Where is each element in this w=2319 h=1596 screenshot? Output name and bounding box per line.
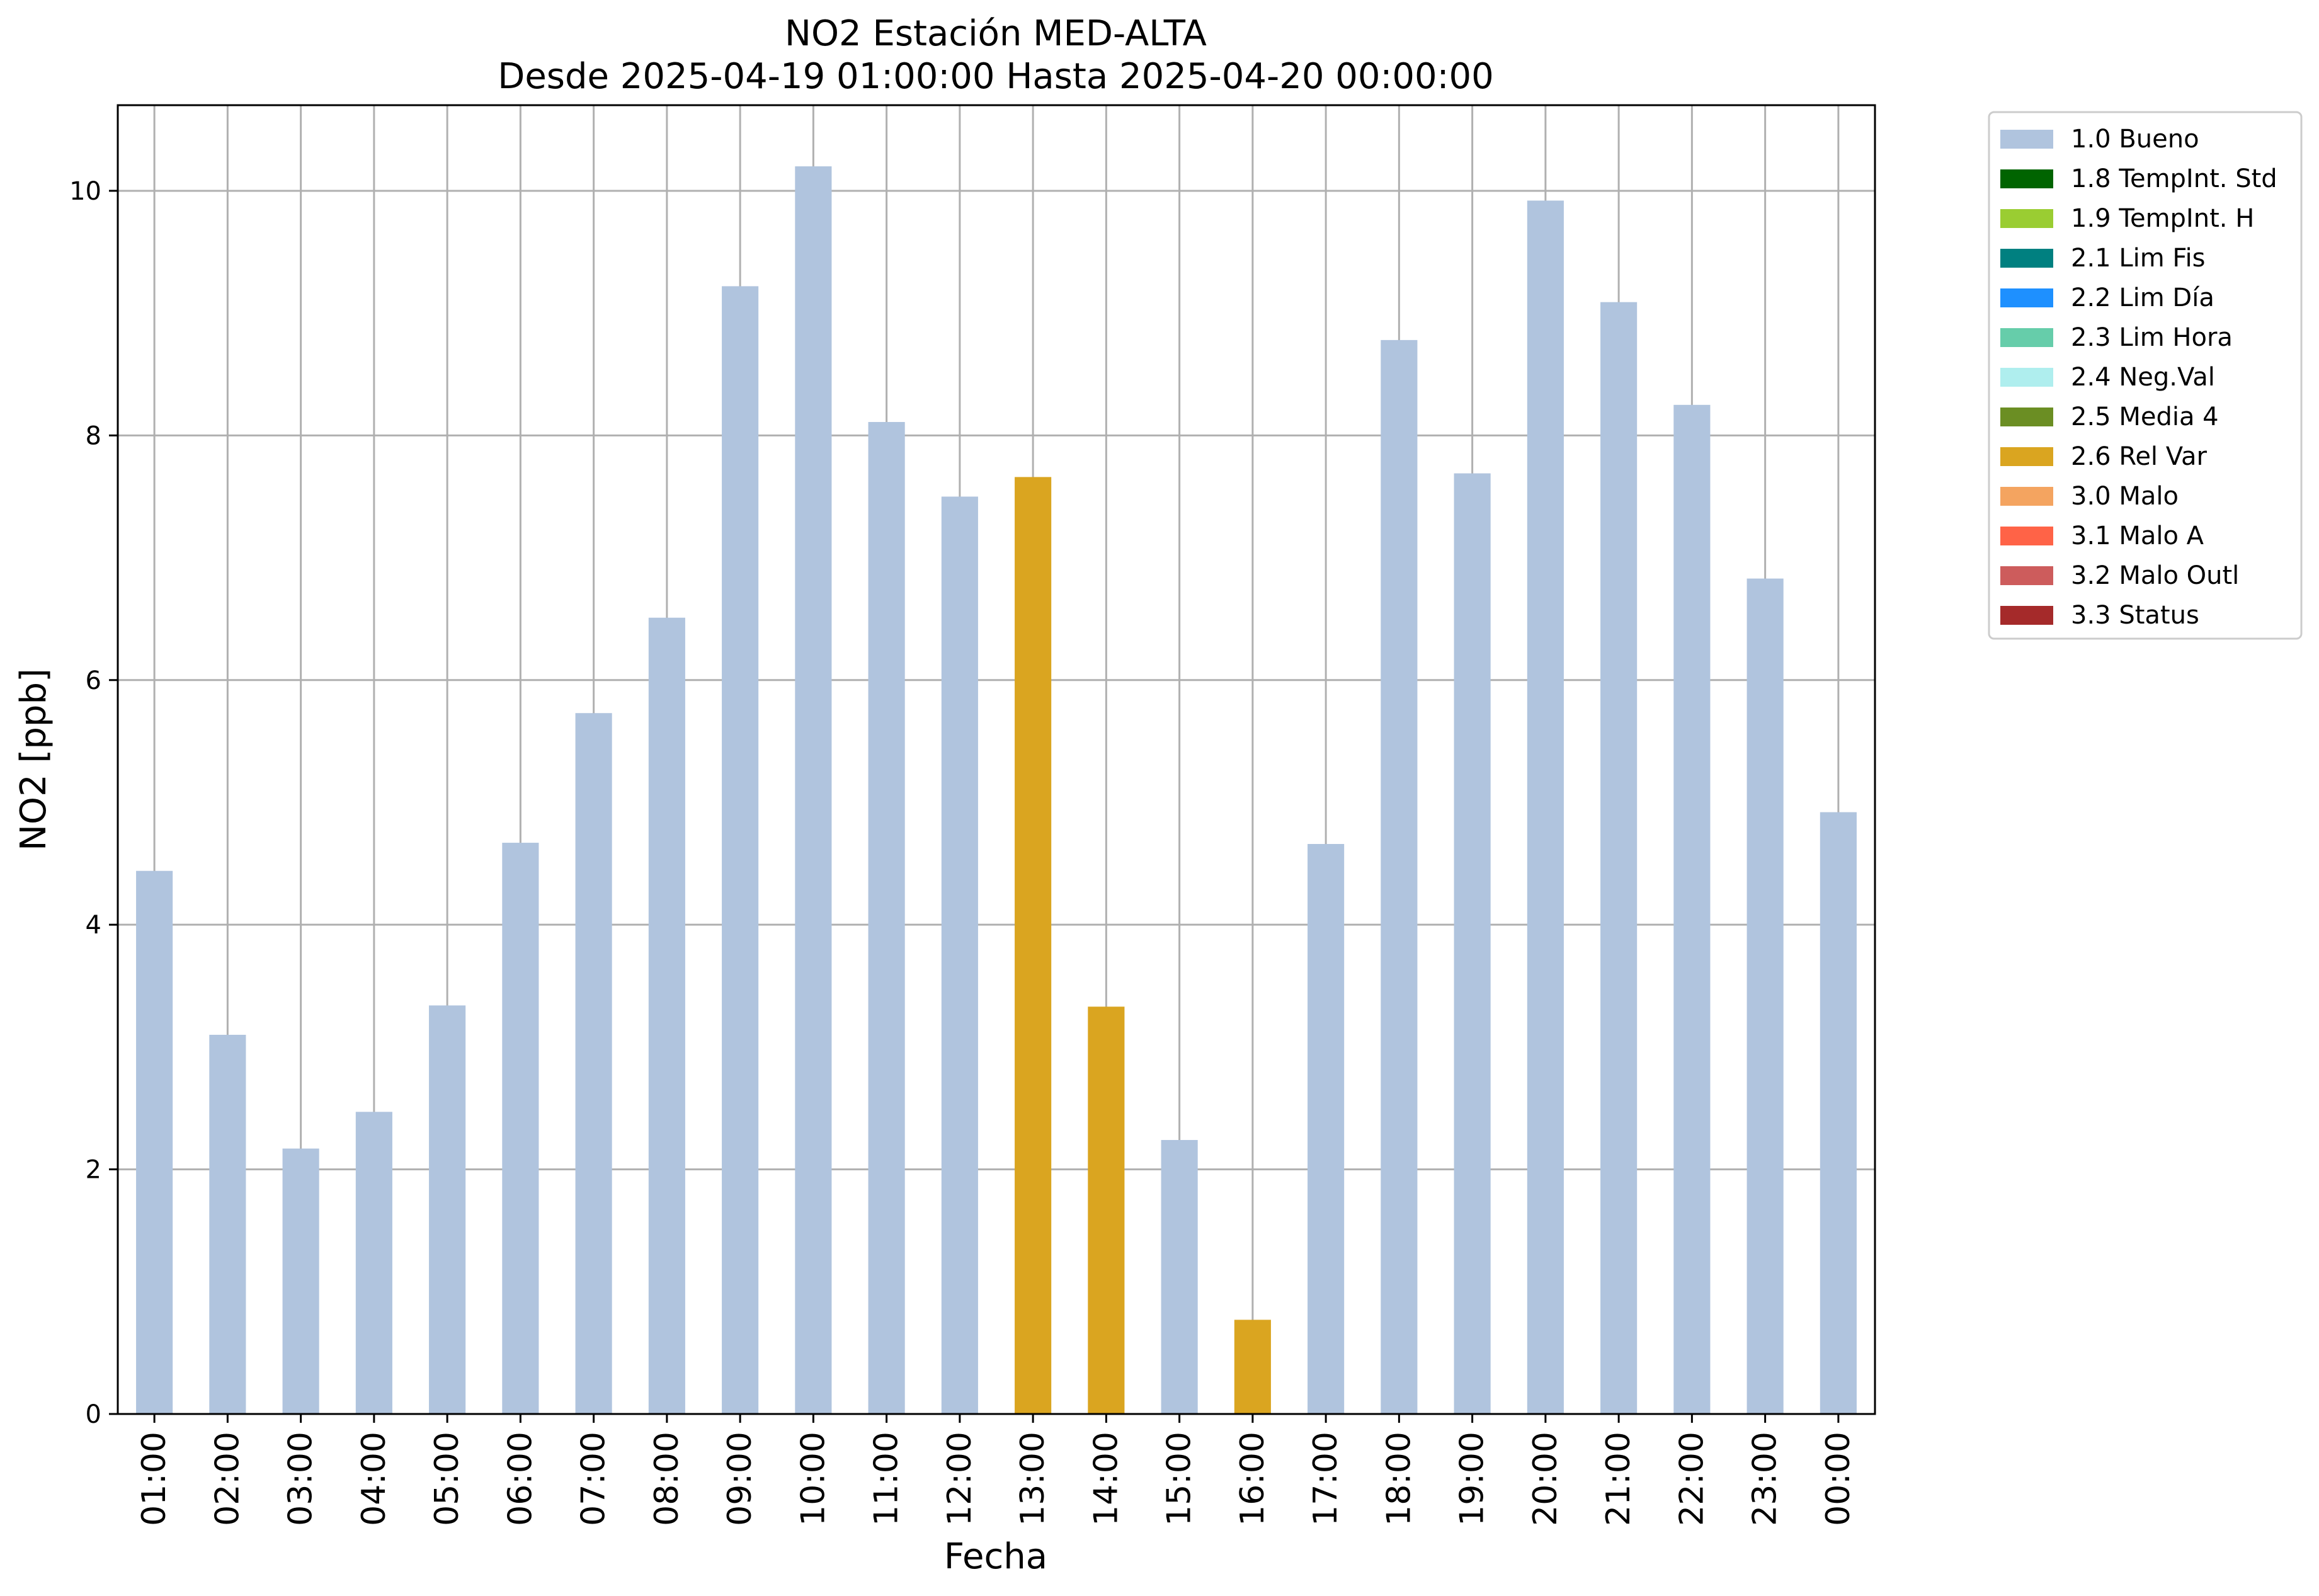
bar-0900: [722, 286, 759, 1414]
x-tick-label: 04:00: [355, 1432, 393, 1526]
y-tick-label: 8: [86, 421, 101, 450]
bar-1900: [1454, 473, 1491, 1415]
bar-1800: [1381, 339, 1418, 1414]
legend: 1.0 Bueno 1.8 TempInt. Std 1.9 TempInt. H 2…: [1988, 111, 2303, 640]
x-tick-label: 00:00: [1820, 1432, 1857, 1526]
bar-0800: [648, 617, 685, 1415]
legend-swatch: [2000, 209, 2053, 228]
legend-label: 2.5 Media 4: [2071, 402, 2219, 431]
chart-title: NO2 Estación MED-ALTA: [785, 13, 1207, 54]
x-tick-label: 01:00: [135, 1432, 173, 1526]
bar-1400: [1088, 1006, 1125, 1414]
bar-1000: [795, 166, 832, 1415]
legend-swatch: [2000, 288, 2053, 307]
legend-swatch: [2000, 328, 2053, 347]
bar-0600: [502, 843, 539, 1414]
bars: [136, 166, 1857, 1415]
bar-0400: [355, 1112, 392, 1414]
bar-0000: [1820, 812, 1857, 1414]
legend-label: 2.3 Lim Hora: [2071, 323, 2233, 352]
y-axis-ticks: 0 2 4 6 8 10: [69, 177, 118, 1429]
legend-swatch: [2000, 606, 2053, 625]
y-tick-label: 10: [69, 177, 101, 206]
x-tick-label: 11:00: [868, 1432, 906, 1526]
legend-swatch: [2000, 447, 2053, 466]
legend-label: 1.0 Bueno: [2071, 125, 2199, 154]
legend-label: 3.1 Malo A: [2071, 522, 2204, 550]
x-tick-label: 08:00: [648, 1432, 686, 1526]
legend-label: 1.8 TempInt. Std: [2071, 164, 2277, 193]
y-axis-label: NO2 [ppb]: [13, 668, 54, 851]
bar-2100: [1600, 302, 1638, 1414]
bar-2000: [1527, 200, 1564, 1415]
bar-2200: [1673, 404, 1711, 1414]
x-tick-label: 12:00: [941, 1432, 979, 1526]
bar-0500: [429, 1005, 466, 1414]
bar-1100: [868, 421, 905, 1414]
x-tick-label: 16:00: [1234, 1432, 1272, 1526]
legend-label: 2.1 Lim Fis: [2071, 244, 2205, 273]
x-tick-label: 09:00: [721, 1432, 759, 1526]
bar-1300: [1015, 477, 1052, 1415]
x-tick-label: 21:00: [1600, 1432, 1638, 1526]
x-tick-label: 05:00: [428, 1432, 466, 1526]
bar-0100: [136, 870, 173, 1414]
x-tick-label: 19:00: [1454, 1432, 1491, 1526]
legend-swatch: [2000, 169, 2053, 188]
legend-swatch: [2000, 408, 2053, 426]
y-tick-label: 2: [86, 1156, 101, 1185]
x-tick-label: 07:00: [575, 1432, 613, 1526]
x-tick-label: 15:00: [1161, 1432, 1199, 1526]
bar-0300: [282, 1148, 319, 1414]
x-tick-label: 13:00: [1014, 1432, 1052, 1526]
y-tick-label: 4: [86, 911, 101, 940]
x-axis-ticks: 01:00 02:00 03:00 04:00 05:00 06:00 07:00 08:00…: [135, 1414, 1857, 1526]
chart-subtitle: Desde 2025-04-19 01:00:00 Hasta 2025-04-…: [498, 56, 1494, 97]
x-axis-label: Fecha: [944, 1536, 1047, 1577]
bar-0700: [575, 713, 612, 1414]
x-tick-label: 14:00: [1087, 1432, 1125, 1526]
bar-2300: [1746, 578, 1784, 1414]
x-tick-label: 02:00: [208, 1432, 246, 1526]
plot-frame: [117, 104, 1876, 1415]
x-tick-label: 22:00: [1673, 1432, 1711, 1526]
legend-frame: [1988, 111, 2303, 640]
legend-label: 2.4 Neg.Val: [2071, 363, 2215, 392]
x-tick-label: 20:00: [1527, 1432, 1564, 1526]
legend-label: 3.0 Malo: [2071, 482, 2179, 511]
legend-swatch: [2000, 130, 2053, 149]
x-tick-label: 23:00: [1746, 1432, 1784, 1526]
x-tick-label: 10:00: [794, 1432, 832, 1526]
x-tick-label: 06:00: [501, 1432, 539, 1526]
x-tick-label: 17:00: [1307, 1432, 1345, 1526]
x-tick-label: 18:00: [1380, 1432, 1418, 1526]
bar-1600: [1234, 1320, 1271, 1414]
legend-label: 1.9 TempInt. H: [2071, 204, 2254, 233]
legend-label: 3.3 Status: [2071, 601, 2199, 630]
y-tick-label: 0: [86, 1400, 101, 1429]
bar-0200: [209, 1034, 246, 1414]
bar-1200: [941, 496, 978, 1414]
x-tick-label: 03:00: [282, 1432, 320, 1526]
y-tick-label: 6: [86, 666, 101, 695]
legend-swatch: [2000, 487, 2053, 506]
legend-label: 2.6 Rel Var: [2071, 442, 2208, 471]
legend-label: 3.2 Malo Outl: [2071, 561, 2239, 590]
legend-swatch: [2000, 249, 2053, 268]
legend-swatch: [2000, 527, 2053, 545]
legend-swatch: [2000, 368, 2053, 387]
legend-swatch: [2000, 566, 2053, 585]
legend-label: 2.2 Lim Día: [2071, 283, 2214, 312]
bar-1700: [1308, 844, 1345, 1414]
bar-1500: [1161, 1139, 1198, 1414]
